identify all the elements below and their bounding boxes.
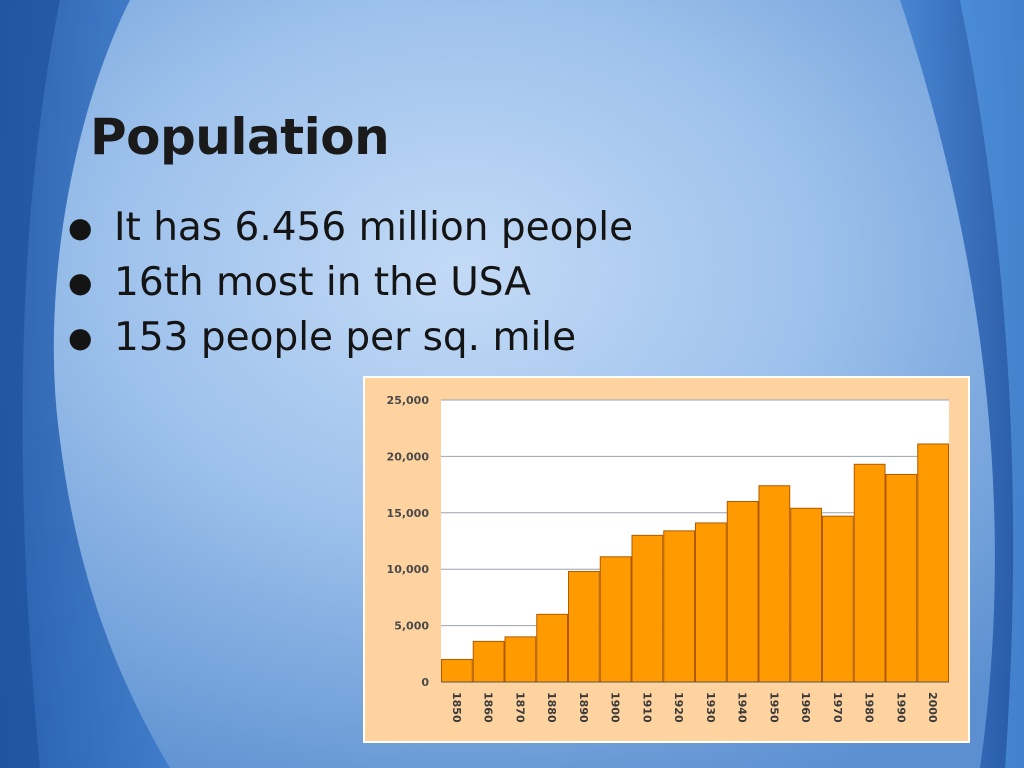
bullet-dot-icon: ● <box>68 321 93 354</box>
bar <box>695 522 727 683</box>
x-tick-label: 1930 <box>704 692 717 723</box>
bar <box>504 636 537 683</box>
bar <box>758 485 791 683</box>
bar <box>599 556 632 683</box>
x-tick-label: 1870 <box>513 692 526 723</box>
bar <box>885 473 918 683</box>
x-tick-label: 1850 <box>450 692 463 723</box>
bullet-text: It has 6.456 million people <box>114 205 634 250</box>
y-tick-label: 15,000 <box>387 507 430 520</box>
y-tick-label: 25,000 <box>387 394 430 407</box>
bar <box>853 463 886 683</box>
y-tick-label: 10,000 <box>387 563 430 576</box>
slide-title: Population <box>90 108 390 166</box>
bullet-dot-icon: ● <box>68 266 93 299</box>
bar <box>536 613 568 683</box>
bar <box>790 507 822 683</box>
bullet-item: ● 153 people per sq. mile <box>68 310 633 365</box>
x-tick-label: 1960 <box>799 692 812 723</box>
population-chart: 0 5,000 10,000 15,000 20,000 25,000 1850 1860 18… <box>363 376 970 743</box>
bar <box>631 534 664 683</box>
bar <box>441 658 473 683</box>
bar <box>726 501 759 683</box>
x-tick-label: 1940 <box>736 692 749 723</box>
bullet-text: 16th most in the USA <box>114 260 531 305</box>
bar <box>822 515 854 683</box>
bar <box>663 530 695 683</box>
x-tick-label: 1990 <box>894 692 907 723</box>
bullet-item: ● 16th most in the USA <box>68 255 633 310</box>
x-tick-label: 1980 <box>863 692 876 723</box>
bar <box>472 640 505 683</box>
x-tick-label: 1970 <box>831 692 844 723</box>
bullet-text: 153 people per sq. mile <box>114 315 577 360</box>
x-tick-label: 1950 <box>767 692 780 723</box>
bar <box>917 443 949 683</box>
x-tick-label: 1890 <box>577 692 590 723</box>
bullet-item: ● It has 6.456 million people <box>68 200 633 255</box>
bullet-dot-icon: ● <box>68 211 93 244</box>
x-tick-label: 1860 <box>482 692 495 723</box>
x-tick-label: 1920 <box>672 692 685 723</box>
y-tick-label: 0 <box>421 676 429 689</box>
bar <box>568 570 600 683</box>
bullet-list: ● It has 6.456 million people ● 16th mos… <box>68 200 633 365</box>
x-tick-label: 1880 <box>545 692 558 723</box>
x-tick-label: 2000 <box>926 692 939 723</box>
x-tick-label: 1900 <box>609 692 622 723</box>
x-tick-label: 1910 <box>640 692 653 723</box>
y-tick-label: 20,000 <box>387 450 430 463</box>
y-tick-label: 5,000 <box>394 620 429 633</box>
chart-svg: 0 5,000 10,000 15,000 20,000 25,000 1850 1860 18… <box>387 394 949 723</box>
